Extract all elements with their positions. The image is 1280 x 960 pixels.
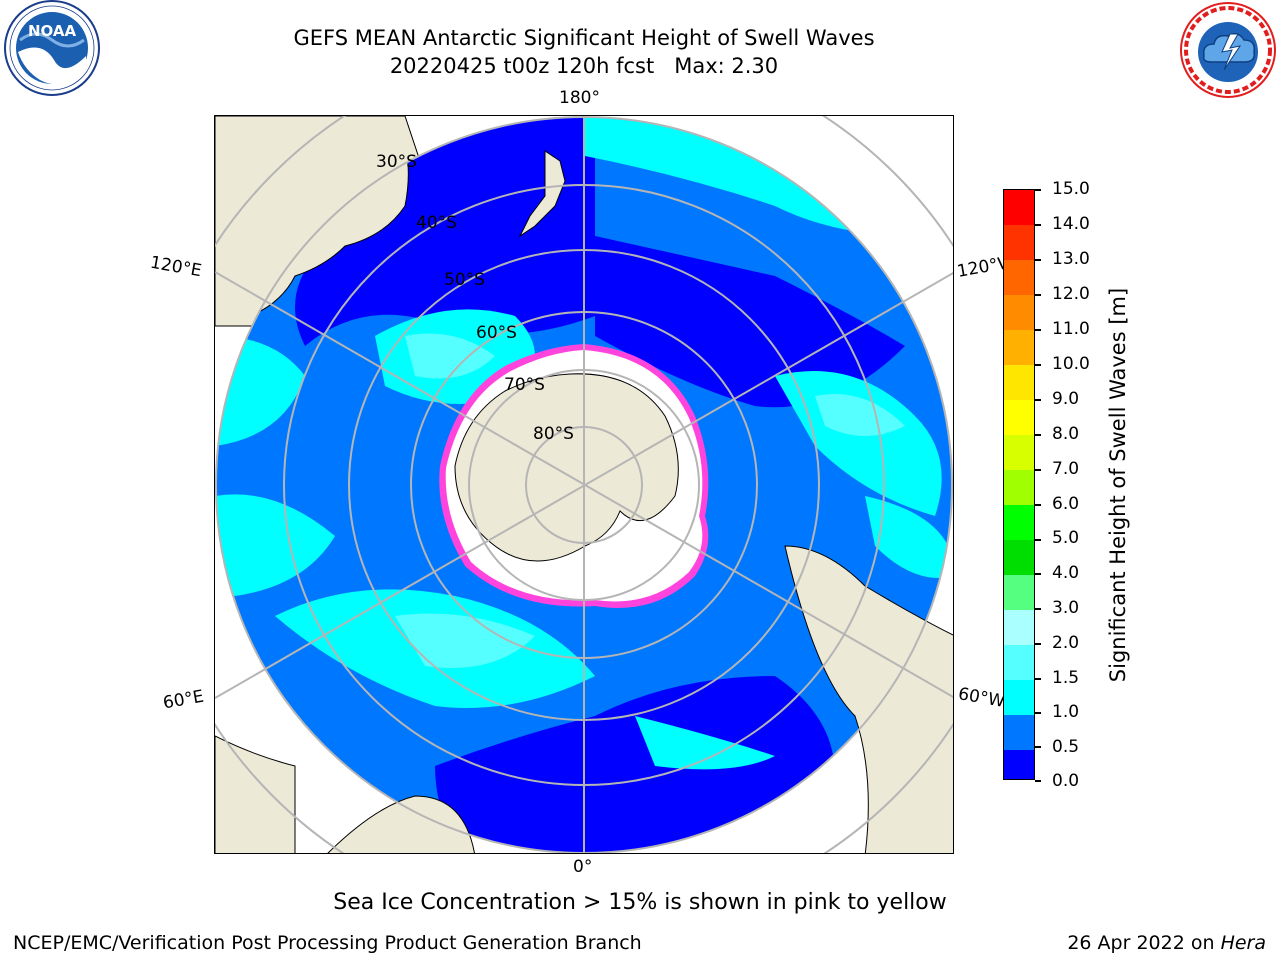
lat-label-80s: 80°S bbox=[533, 424, 574, 444]
sea-ice-caption: Sea Ice Concentration > 15% is shown in … bbox=[333, 890, 947, 915]
colorbar-tick: 11.0 bbox=[1052, 319, 1090, 339]
colorbar-swatch bbox=[1004, 190, 1034, 225]
lon-label-60e: 60°E bbox=[161, 686, 206, 714]
colorbar-tick: 12.0 bbox=[1052, 284, 1090, 304]
colorbar-tick: 9.0 bbox=[1052, 389, 1080, 409]
svg-text:NOAA: NOAA bbox=[28, 22, 77, 40]
colorbar-tick: 7.0 bbox=[1052, 459, 1080, 479]
noaa-logo: NOAA bbox=[2, 0, 102, 100]
colorbar-tick: 3.0 bbox=[1052, 598, 1080, 618]
lon-label-180: 180° bbox=[559, 88, 600, 108]
colorbar-tick: 6.0 bbox=[1052, 494, 1080, 514]
colorbar-tick: 10.0 bbox=[1052, 354, 1090, 374]
colorbar-swatch bbox=[1004, 225, 1034, 260]
lat-label-60s: 60°S bbox=[476, 323, 517, 343]
colorbar bbox=[1003, 189, 1035, 780]
lat-label-70s: 70°S bbox=[504, 375, 545, 395]
polar-map bbox=[215, 116, 953, 853]
colorbar-swatch bbox=[1004, 260, 1034, 295]
colorbar-swatch bbox=[1004, 505, 1034, 540]
colorbar-tick: 4.0 bbox=[1052, 563, 1080, 583]
colorbar-swatch bbox=[1004, 540, 1034, 575]
colorbar-tick: 5.0 bbox=[1052, 528, 1080, 548]
colorbar-swatch bbox=[1004, 330, 1034, 365]
colorbar-swatch bbox=[1004, 400, 1034, 435]
chart-title-line1: GEFS MEAN Antarctic Significant Height o… bbox=[293, 26, 875, 50]
lon-label-120e: 120°E bbox=[148, 252, 204, 282]
colorbar-tick: 0.5 bbox=[1052, 737, 1080, 757]
colorbar-tick: 13.0 bbox=[1052, 249, 1090, 269]
colorbar-swatch bbox=[1004, 750, 1034, 779]
map-panel bbox=[214, 115, 954, 854]
colorbar-swatch bbox=[1004, 295, 1034, 330]
colorbar-swatch bbox=[1004, 470, 1034, 505]
colorbar-tick: 1.0 bbox=[1052, 702, 1080, 722]
lat-label-30s: 30°S bbox=[376, 152, 417, 172]
colorbar-swatch bbox=[1004, 610, 1034, 645]
colorbar-swatch bbox=[1004, 645, 1034, 680]
colorbar-tick: 1.5 bbox=[1052, 668, 1080, 688]
colorbar-tick: 2.0 bbox=[1052, 633, 1080, 653]
footer-date-text: 26 Apr 2022 on bbox=[1067, 932, 1215, 954]
lat-label-40s: 40°S bbox=[416, 213, 457, 233]
colorbar-tick: 8.0 bbox=[1052, 424, 1080, 444]
colorbar-swatch bbox=[1004, 575, 1034, 610]
lat-label-50s: 50°S bbox=[444, 270, 485, 290]
colorbar-swatch bbox=[1004, 435, 1034, 470]
colorbar-swatch bbox=[1004, 680, 1034, 715]
footer-date: 26 Apr 2022 on Hera bbox=[1067, 932, 1266, 954]
lon-label-60w: 60°W bbox=[956, 684, 1007, 712]
colorbar-swatch bbox=[1004, 365, 1034, 400]
colorbar-tick: 15.0 bbox=[1052, 179, 1090, 199]
colorbar-label: Significant Height of Swell Waves [m] bbox=[1106, 287, 1130, 683]
colorbar-tick: 14.0 bbox=[1052, 214, 1090, 234]
footer-host: Hera bbox=[1220, 932, 1266, 954]
colorbar-swatch bbox=[1004, 715, 1034, 750]
nws-logo bbox=[1178, 0, 1278, 100]
colorbar-tick: 0.0 bbox=[1052, 771, 1080, 791]
chart-title-line2: 20220425 t00z 120h fcst Max: 2.30 bbox=[389, 54, 779, 78]
lon-label-0: 0° bbox=[573, 857, 593, 877]
footer-org: NCEP/EMC/Verification Post Processing Pr… bbox=[13, 932, 642, 954]
